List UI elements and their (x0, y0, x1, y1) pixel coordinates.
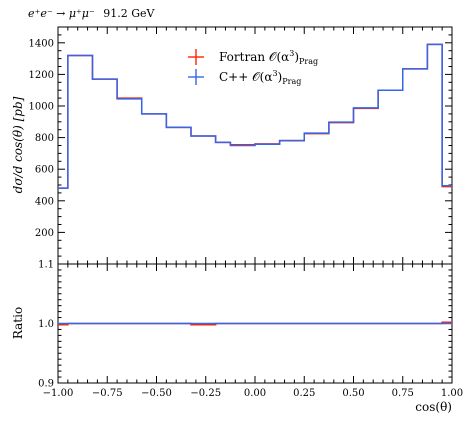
legend-entry-cpp: C++ 𝒪(α3)Prag (188, 69, 301, 86)
x-tick-label: −0.50 (141, 388, 172, 399)
ratio-series-group (58, 321, 452, 326)
ratio-y-tick-label: 1.1 (38, 260, 54, 271)
legend-cpp-close: ) (278, 70, 283, 84)
y-axis-label-main: dσ/d cos(θ) [pb] (11, 96, 25, 193)
x-tick-label: 0.00 (244, 388, 266, 399)
ratio-y-tick-label: 0.9 (38, 379, 54, 390)
legend: Fortran 𝒪(α3)Prag C++ 𝒪(α3)Prag (188, 49, 318, 86)
main-y-tick-label: 1400 (29, 38, 54, 49)
title-process: e⁺e⁻ → μ⁺μ⁻ (28, 7, 95, 20)
legend-fortran-sub: Prag (299, 57, 318, 66)
ratio-y-tick-label: 1.0 (38, 319, 54, 330)
main-y-ticks: 200 400 600 800 1000 1200 1400 (29, 34, 452, 257)
x-tick-label: 1.00 (441, 388, 463, 399)
main-y-tick-label: 600 (35, 165, 54, 176)
x-tick-label: −0.75 (92, 388, 123, 399)
main-y-tick-label: 800 (35, 133, 54, 144)
main-series-cpp-line (58, 43, 452, 189)
legend-entry-fortran: Fortran 𝒪(α3)Prag (188, 49, 318, 66)
main-y-tick-label: 1000 (29, 102, 54, 113)
legend-fortran-close: ) (294, 50, 299, 64)
main-y-tick-label: 400 (35, 196, 54, 207)
y-axis-label-ratio: Ratio (11, 307, 25, 339)
main-x-ticks (57, 27, 453, 264)
legend-label-cpp: C++ 𝒪(α3)Prag (219, 69, 301, 86)
legend-label-fortran: Fortran 𝒪(α3)Prag (219, 49, 318, 66)
x-axis-label: cos(θ) (415, 400, 452, 414)
chart-title: e⁺e⁻ → μ⁺μ⁻ 91.2 GeV (28, 7, 156, 20)
ratio-panel: 0.91.01.1 −1.00 −0.75 −0.50 −0.25 0.00 0.25 0.… (38, 260, 463, 400)
main-y-tick-label: 200 (35, 228, 54, 239)
x-tick-label: 0.25 (293, 388, 315, 399)
main-y-tick-label: 1200 (29, 70, 54, 81)
legend-marker-fortran (188, 49, 204, 65)
main-series-group (58, 43, 452, 189)
x-tick-label: 0.75 (392, 388, 414, 399)
legend-fortran-power: 3 (289, 49, 294, 58)
x-tick-label: −1.00 (43, 388, 74, 399)
legend-cpp-power: 3 (272, 69, 277, 78)
title-energy: 91.2 GeV (103, 7, 155, 20)
main-series-fortran-line (58, 43, 452, 189)
ratio-y-ticks: 0.9 1.0 1.1 (38, 260, 452, 390)
x-tick-label: 0.50 (342, 388, 364, 399)
main-panel: 200 400 600 800 1000 1200 1400 (29, 26, 453, 265)
legend-fortran-prefix: Fortran 𝒪(α (219, 50, 289, 64)
x-tick-label: −0.25 (190, 388, 221, 399)
legend-cpp-prefix: C++ 𝒪(α (219, 70, 272, 84)
ratio-x-ticks: −1.00 −0.75 −0.50 −0.25 0.00 0.25 0.50 0.75 1.00 (43, 264, 463, 399)
legend-cpp-sub: Prag (282, 77, 301, 86)
legend-marker-cpp (188, 69, 204, 85)
